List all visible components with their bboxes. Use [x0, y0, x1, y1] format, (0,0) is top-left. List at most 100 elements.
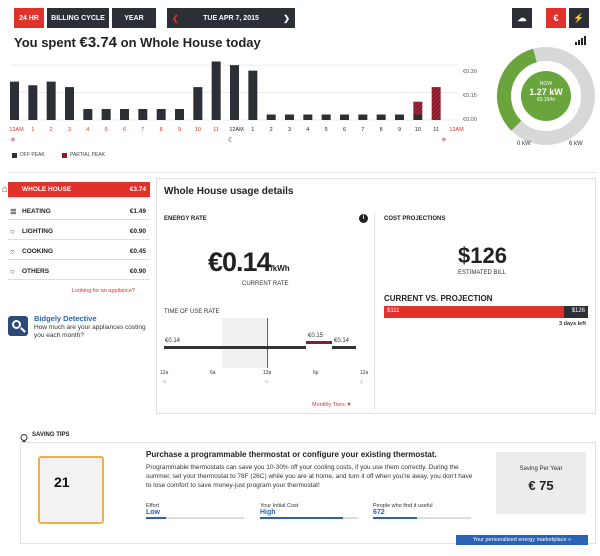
gauge-max-label: 6 kW [569, 141, 583, 147]
date-navigator: ❮ TUE APR 7, 2015 ❯ [167, 8, 295, 28]
usage-bar[interactable] [340, 114, 349, 120]
usage-bar[interactable] [395, 114, 404, 120]
euro-icon: € [553, 13, 559, 23]
usage-bar[interactable] [376, 114, 386, 120]
currency-toggle-button[interactable]: € [546, 8, 566, 28]
prev-day-button[interactable]: ❮ [172, 13, 179, 23]
current-vs-projection-label: CURRENT VS. PROJECTION [384, 294, 493, 303]
tab-billing-cycle[interactable]: BILLING CYCLE [47, 8, 109, 28]
hour-tick-label: 8 [159, 127, 163, 133]
usage-bar[interactable] [431, 87, 441, 120]
saving-tip-card [20, 442, 596, 544]
noon-sun-icon: ☼ [264, 379, 270, 385]
usage-bar[interactable] [28, 85, 38, 120]
usage-bar[interactable] [46, 81, 56, 120]
hour-tick-label: 9 [397, 127, 402, 133]
hour-tick-label: 10 [194, 127, 201, 133]
tou-offpeak-bar [164, 346, 306, 349]
days-left: 3 days left [559, 321, 586, 327]
sidebar-item-cooking[interactable]: ○ COOKING €0.45 [8, 244, 150, 260]
current-rate: €0.14/kWh [208, 247, 290, 277]
hour-tick-label: 3 [287, 127, 292, 133]
bulb-icon: ○ [10, 227, 15, 236]
detective-icon [8, 316, 28, 336]
hour-tick-label: 3 [67, 127, 72, 133]
tou-label: TIME OF USE RATE [164, 309, 220, 315]
estimated-bill-caption: ESTIMATED BILL [458, 270, 506, 276]
usage-bar[interactable] [193, 87, 203, 120]
usage-bar[interactable] [321, 114, 331, 120]
hour-tick-label: 1 [251, 127, 255, 133]
hour-tick-label: 2 [269, 127, 273, 133]
cost-projection-label: COST PROJECTIONS [384, 216, 446, 222]
tou-rate-3: €0.14 [334, 338, 350, 344]
signal-strength-icon [575, 36, 586, 45]
usage-bar[interactable] [413, 101, 423, 115]
power-gauge: NOW 1.27 kW €0.19/hr 0 kW 6 kW [496, 46, 596, 152]
usage-bar[interactable] [138, 109, 148, 120]
y-label-015: €0.15 [463, 93, 477, 99]
appliance-link[interactable]: Looking for an appliance? [72, 288, 135, 294]
lightning-icon: ⚡ [573, 12, 585, 23]
gauge-min-label: 0 kW [517, 141, 531, 147]
hour-tick-label: 8 [379, 127, 383, 133]
sunrise-marker: ✳ [10, 137, 16, 144]
cloud-icon: ☁ [517, 12, 527, 23]
details-title: Whole House usage details [164, 186, 294, 197]
weather-toggle-button[interactable]: ☁ [512, 8, 532, 28]
marketplace-button[interactable]: Your personalized energy marketplace » [456, 535, 588, 545]
pot-icon: ○ [10, 247, 15, 256]
tou-rate-2: €0.15 [308, 333, 324, 339]
usage-bar[interactable] [156, 109, 166, 120]
saving-per-year-box: Saving Per Year € 75 [496, 452, 586, 514]
usage-bar[interactable] [101, 109, 111, 120]
usage-bar[interactable] [266, 114, 276, 120]
usage-bar[interactable] [120, 109, 129, 120]
moon-icon: ☾ [360, 380, 366, 386]
usage-bar[interactable] [413, 114, 423, 120]
usage-bar[interactable] [83, 109, 93, 120]
projection-current-value: $111 [387, 308, 400, 314]
detective-promo[interactable]: Bidgely Detective How much are your appl… [8, 312, 152, 352]
detective-title: Bidgely Detective [34, 314, 97, 323]
tab-24hr[interactable]: 24 HR [14, 8, 44, 28]
usage-bar[interactable] [175, 109, 184, 120]
sidebar-item-lighting[interactable]: ○ LIGHTING €0.90 [8, 224, 150, 240]
sidebar-item-heating[interactable]: ≣ HEATING €1.49 [8, 204, 150, 220]
usage-bar[interactable] [230, 65, 239, 120]
usage-bar[interactable] [248, 70, 258, 120]
hour-tick-label: 5 [324, 127, 328, 133]
sidebar-item-others[interactable]: ○ OTHERS €0.90 [8, 264, 150, 280]
next-day-button[interactable]: ❯ [283, 13, 290, 23]
usage-bar[interactable] [10, 81, 19, 120]
usage-bar[interactable] [358, 114, 368, 120]
estimated-bill: $126 [458, 243, 507, 268]
page-title: You spent €3.74 on Whole House today [14, 34, 261, 51]
projection-projected-value: $126 [571, 308, 585, 314]
monthly-tiers-toggle[interactable]: Monthly Tiers ▼ [312, 402, 352, 408]
tip-headline: Purchase a programmable thermostat or co… [146, 450, 437, 459]
sidebar-item-whole-house[interactable]: WHOLE HOUSE €3.74 [8, 182, 150, 198]
projection-bar: $111 $126 [384, 306, 588, 318]
usage-bar[interactable] [211, 61, 221, 120]
legend-partial-peak: PARTIAL PEAK [62, 152, 105, 158]
power-toggle-button[interactable]: ⚡ [569, 8, 589, 28]
y-label-030: €0.30 [463, 69, 477, 75]
plug-icon: ○ [10, 267, 15, 276]
hour-axis: 12AM 1 2 3 4 5 6 7 8 9 10 11 12AM 1 2 3 4 5 6 7 8 9 10 11 12AM [8, 127, 488, 137]
current-date[interactable]: TUE APR 7, 2015 [203, 14, 259, 22]
info-icon[interactable]: i [359, 214, 368, 223]
usage-bar[interactable] [285, 114, 294, 120]
hour-tick-label: 6 [122, 127, 127, 133]
usage-bar[interactable] [303, 114, 313, 120]
tou-rate-1: €0.14 [165, 338, 181, 344]
hour-tick-label: 10 [414, 127, 421, 133]
details-panel [156, 178, 596, 414]
effort-meter: Effort Low [146, 503, 244, 519]
hour-tick-label: 12AM [9, 127, 24, 133]
usage-bar[interactable] [65, 87, 74, 120]
energy-rate-label: ENERGY RATE [164, 216, 207, 222]
tab-year[interactable]: YEAR [112, 8, 156, 28]
hour-tick-label: 9 [177, 127, 182, 133]
saving-tips-label: SAVING TIPS [32, 432, 70, 438]
